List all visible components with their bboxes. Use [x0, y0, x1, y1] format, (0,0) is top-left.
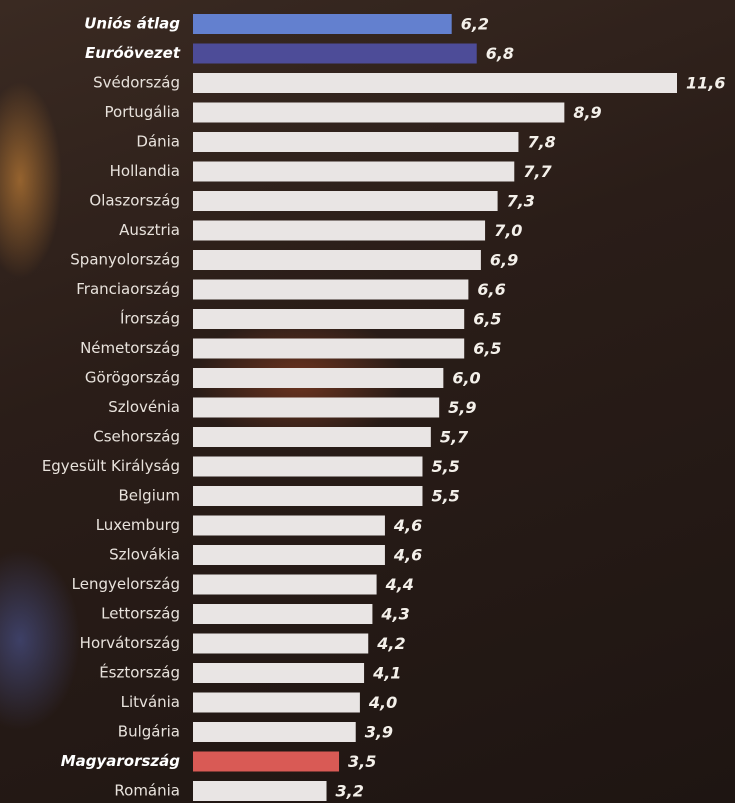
- category-label: Litvánia: [121, 693, 180, 711]
- bar: [193, 191, 498, 211]
- bar: [193, 44, 477, 64]
- category-label: Portugália: [105, 103, 180, 121]
- bar: [193, 368, 443, 388]
- value-label: 4,1: [372, 664, 401, 683]
- category-label: Szlovénia: [108, 398, 180, 416]
- value-label: 4,6: [393, 516, 422, 535]
- value-label: 7,0: [494, 221, 522, 240]
- category-label: Németország: [80, 339, 180, 357]
- category-label: Egyesült Királyság: [42, 457, 180, 475]
- category-label: Észtország: [99, 663, 180, 682]
- bar: [193, 14, 452, 34]
- bar: [193, 162, 514, 182]
- category-label: Csehország: [93, 428, 180, 446]
- category-label: Dánia: [136, 133, 180, 151]
- bar: [193, 73, 677, 93]
- category-label: Belgium: [119, 487, 181, 505]
- category-label: Olaszország: [89, 192, 180, 210]
- category-label: Svédország: [93, 74, 180, 92]
- bar: [193, 339, 464, 359]
- category-label: Horvátország: [80, 634, 180, 652]
- category-label: Görögország: [85, 369, 180, 387]
- category-label: Bulgária: [118, 723, 180, 741]
- value-label: 5,9: [448, 398, 476, 417]
- category-label: Hollandia: [110, 162, 180, 180]
- value-label: 6,2: [461, 15, 489, 34]
- bar: [193, 457, 422, 477]
- category-label: Spanyolország: [70, 251, 180, 269]
- bar: [193, 545, 385, 565]
- value-label: 3,5: [348, 752, 376, 771]
- category-label: Luxemburg: [96, 516, 180, 534]
- bar: [193, 280, 468, 300]
- value-label: 5,7: [440, 428, 469, 447]
- bar: [193, 250, 481, 270]
- value-label: 11,6: [686, 74, 725, 93]
- category-label: Franciaország: [76, 280, 180, 298]
- value-label: 8,9: [573, 103, 601, 122]
- bar: [193, 103, 564, 123]
- bar: [193, 427, 431, 447]
- bar: [193, 781, 327, 801]
- value-label: 3,2: [336, 782, 364, 801]
- bar: [193, 663, 364, 683]
- value-label: 6,5: [473, 339, 501, 358]
- bar: [193, 132, 518, 152]
- value-label: 4,2: [376, 634, 405, 653]
- bar: [193, 516, 385, 536]
- bar: [193, 575, 377, 595]
- bar: [193, 221, 485, 241]
- value-label: 5,5: [431, 487, 459, 506]
- value-label: 6,9: [490, 251, 518, 270]
- value-label: 7,7: [523, 162, 552, 181]
- category-label: Románia: [114, 782, 180, 800]
- category-label: Lengyelország: [72, 575, 180, 593]
- value-label: 6,0: [452, 369, 480, 388]
- category-label: Magyarország: [61, 752, 181, 770]
- category-label: Írország: [120, 309, 180, 328]
- bar: [193, 722, 356, 742]
- bar: [193, 604, 372, 624]
- bar: [193, 634, 368, 654]
- bar: [193, 398, 439, 418]
- value-label: 4,6: [393, 546, 422, 565]
- category-label: Lettország: [101, 605, 180, 623]
- value-label: 3,9: [365, 723, 393, 742]
- bar: [193, 309, 464, 329]
- value-label: 7,8: [527, 133, 555, 152]
- value-label: 6,5: [473, 310, 501, 329]
- value-label: 7,3: [507, 192, 535, 211]
- value-label: 4,3: [380, 605, 409, 624]
- category-label: Uniós átlag: [84, 15, 180, 33]
- value-label: 6,8: [486, 44, 514, 63]
- bar: [193, 752, 339, 772]
- value-label: 6,6: [477, 280, 505, 299]
- value-label: 4,4: [385, 575, 414, 594]
- chart: Uniós átlag 6,2 Euróövezet 6,8 Svédország 11,…: [0, 0, 735, 803]
- category-label: Ausztria: [119, 221, 180, 239]
- value-label: 4,0: [368, 693, 397, 712]
- value-label: 5,5: [431, 457, 459, 476]
- bar: [193, 486, 422, 506]
- category-label: Szlovákia: [109, 546, 180, 564]
- bar: [193, 693, 360, 713]
- category-label: Euróövezet: [85, 44, 181, 62]
- chart-background: Uniós átlag 6,2 Euróövezet 6,8 Svédország 11,…: [0, 0, 735, 803]
